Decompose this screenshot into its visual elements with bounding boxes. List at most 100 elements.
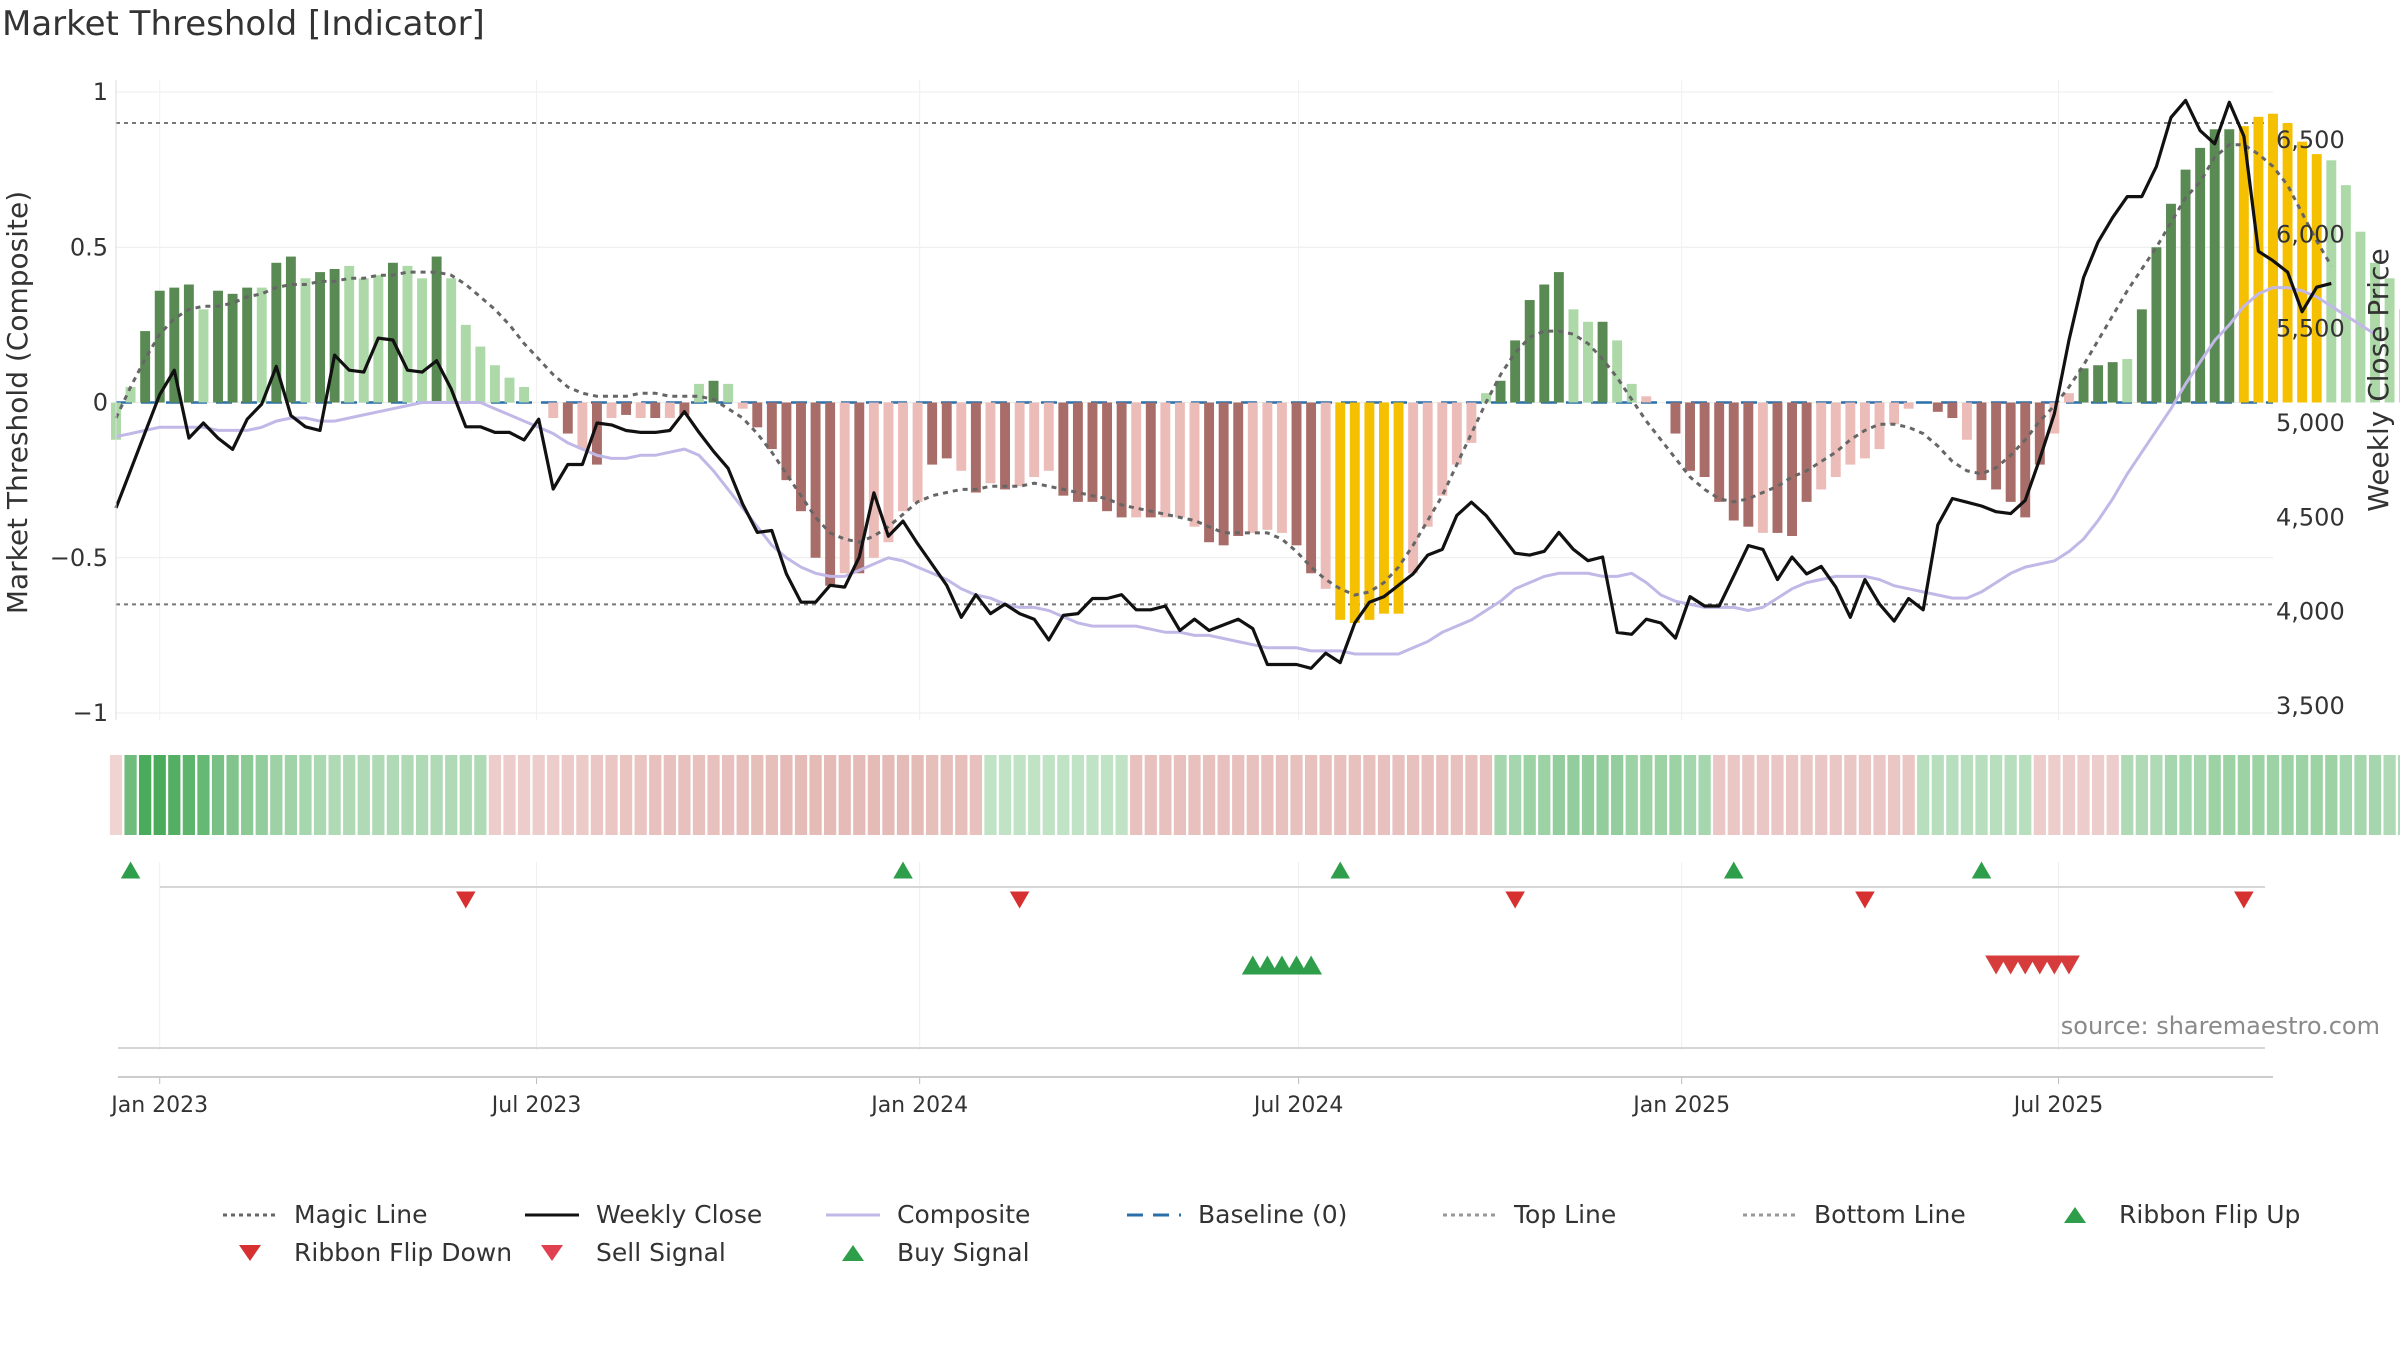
ribbon-cell: [1042, 755, 1055, 835]
ribbon-cell: [2296, 755, 2309, 835]
composite-bar: [927, 402, 938, 465]
composite-bar: [1743, 402, 1754, 527]
composite-bar: [1495, 380, 1506, 403]
ribbon-cell: [2237, 755, 2250, 835]
ribbon-cell: [1844, 755, 1857, 835]
ribbon-cell: [794, 755, 808, 835]
ribbon-cell: [1159, 755, 1172, 835]
composite-bar: [329, 268, 340, 403]
ribbon-cell: [1392, 755, 1405, 835]
ribbon-cell: [561, 755, 574, 835]
composite-bar: [737, 402, 748, 409]
composite-bar: [1932, 402, 1943, 412]
ribbon-cell: [896, 755, 910, 835]
legend-label: Sell Signal: [596, 1238, 726, 1267]
ribbon-cell: [2325, 755, 2338, 835]
series-lines: [114, 98, 2376, 670]
ribbon-cell: [1713, 755, 1726, 835]
sell-signal-marker: [2028, 955, 2051, 975]
composite-bar: [1991, 402, 2002, 490]
composite-bar: [1204, 402, 1215, 543]
ribbon-cell: [1246, 755, 1259, 835]
ribbon-cell: [1829, 755, 1842, 835]
ribbon-cell: [2091, 755, 2105, 835]
composite-bar: [1757, 402, 1768, 533]
composite-bar: [213, 290, 223, 403]
ribbon-cell: [1873, 755, 1886, 835]
legend-item-close: Weekly Close: [522, 1200, 762, 1229]
y-tick-label: 0: [93, 389, 108, 417]
composite-bar: [1481, 393, 1491, 403]
composite-bar: [1626, 383, 1637, 403]
composite-bar: [1728, 402, 1739, 521]
ribbon-cell: [751, 755, 764, 835]
composite-bar: [1947, 402, 1958, 419]
composite-bar: [1466, 402, 1477, 443]
ribbon-flip-down-marker: [1009, 891, 1030, 909]
ribbon-cell: [1348, 755, 1361, 835]
composite-bar: [1145, 402, 1156, 518]
composite-bar: [854, 402, 865, 574]
ribbon-cell: [255, 755, 268, 835]
composite-bar: [970, 402, 981, 493]
ribbon-cell: [649, 755, 662, 835]
ribbon-cell: [1567, 755, 1580, 835]
ribbon-cell: [2004, 755, 2017, 835]
solid-line-icon: [826, 1213, 880, 1216]
composite-bar: [635, 402, 646, 419]
composite-bar: [664, 402, 675, 419]
composite-bar: [2093, 365, 2104, 403]
ribbon-cell: [809, 755, 822, 835]
composite-bar: [1583, 321, 1593, 403]
composite-bar: [752, 402, 763, 428]
ribbon-cell: [139, 755, 152, 835]
y-axis-title: Market Threshold (Composite): [1, 191, 34, 614]
composite-bar: [898, 402, 908, 512]
composite-bar: [460, 324, 471, 403]
buy-signal-marker: [1300, 955, 1323, 975]
composite-bar: [2355, 231, 2366, 403]
legend-label: Baseline (0): [1198, 1200, 1348, 1229]
x-tick-label: Jan 2024: [869, 1093, 968, 1118]
ribbon-cell: [299, 755, 312, 835]
triangle-down-icon: [239, 1244, 261, 1261]
legend-item-baseline: Baseline (0): [1124, 1200, 1347, 1229]
composite-bars: [111, 113, 2400, 623]
legend-item-magic: Magic Line: [220, 1200, 428, 1229]
composite-bar: [1961, 402, 1972, 440]
legend-item-flip_up: Ribbon Flip Up: [2045, 1200, 2300, 1229]
legend-item-flip_down: Ribbon Flip Down: [220, 1238, 512, 1267]
composite-bar: [941, 402, 952, 459]
ribbon-cell: [270, 755, 283, 835]
ribbon-cell: [1917, 755, 1930, 835]
ribbon-flip-down-marker: [456, 891, 476, 909]
y2-axis-title: Weekly Close Price: [2362, 248, 2395, 511]
ribbon-cell: [1290, 755, 1303, 835]
composite-bar: [489, 365, 500, 403]
ribbon-cell: [926, 755, 939, 835]
source-credit: source: sharemaestro.com: [2060, 1012, 2380, 1040]
composite-bar: [2311, 154, 2322, 403]
x-tick-label: Jan 2023: [109, 1093, 208, 1118]
composite-bar: [417, 278, 428, 403]
ribbon-cell: [1800, 755, 1813, 835]
ribbon-cell: [955, 755, 968, 835]
composite-bar: [1451, 402, 1462, 465]
legend-item-composite: Composite: [823, 1200, 1030, 1229]
ribbon-cell: [838, 755, 851, 835]
composite-bar: [2020, 402, 2031, 518]
ribbon-cell: [1202, 755, 1216, 835]
composite-bar: [1845, 402, 1856, 465]
composite-bar: [1553, 272, 1564, 403]
composite-bar: [1903, 402, 1914, 409]
composite-bar: [1043, 402, 1054, 471]
ribbon-cell: [1727, 755, 1740, 835]
ribbon-cell: [2208, 755, 2221, 835]
ribbon-cell: [357, 755, 370, 835]
ribbon-cell: [1611, 755, 1624, 835]
composite-bar: [621, 402, 632, 415]
ribbon-cell: [2266, 755, 2280, 835]
composite-bar: [1364, 402, 1375, 620]
composite-bar: [1058, 402, 1069, 496]
composite-bar: [1976, 402, 1987, 481]
